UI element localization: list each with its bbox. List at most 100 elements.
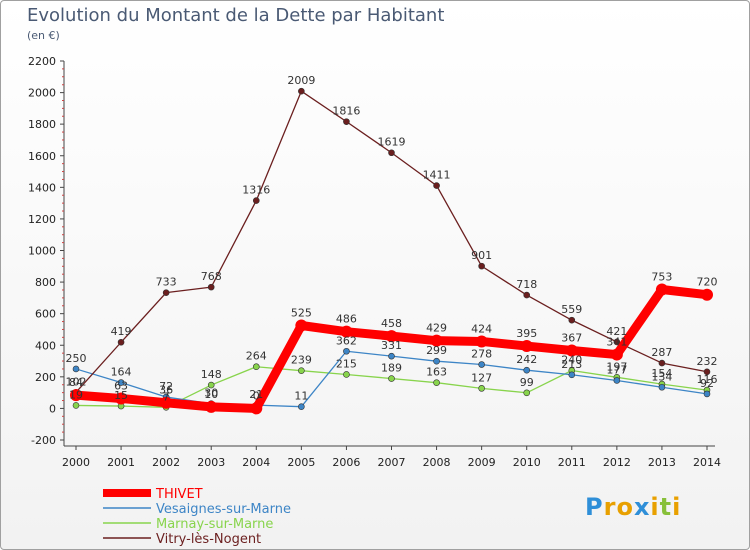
data-label: 63 (114, 379, 128, 392)
x-tick-label: 2007 (378, 456, 406, 469)
legend-label: THIVET (155, 487, 203, 502)
data-point (298, 87, 305, 95)
data-point (433, 182, 440, 189)
data-point (207, 283, 215, 291)
data-label: 127 (471, 371, 492, 384)
data-label: 250 (66, 352, 87, 365)
data-label: 164 (111, 366, 132, 379)
data-label: 429 (426, 322, 447, 335)
data-label: 148 (201, 368, 222, 381)
chart-subtitle: (en €) (27, 29, 60, 42)
x-tick-label: 2000 (62, 456, 90, 469)
data-point (520, 340, 533, 353)
data-point (523, 366, 531, 374)
axes: -200 0 200 400 600 800 1000 1200 1400 1600 1800 200… (28, 55, 721, 469)
y-tick-label: 1800 (28, 118, 56, 131)
data-point (252, 197, 260, 204)
data-point (298, 367, 305, 374)
data-label: 559 (561, 303, 582, 316)
data-point (385, 330, 398, 343)
data-label: 197 (606, 360, 627, 373)
series-lines (70, 87, 713, 415)
data-label: 21 (249, 388, 263, 401)
data-point (205, 400, 218, 413)
data-point (250, 402, 263, 415)
data-point (117, 379, 125, 386)
data-label: 213 (561, 358, 582, 371)
data-point (613, 338, 621, 346)
data-label: 733 (156, 276, 177, 289)
data-point (475, 335, 488, 348)
data-label: 134 (651, 370, 672, 383)
x-tick-label: 2006 (332, 456, 360, 469)
data-point (72, 365, 80, 373)
y-tick-label: -200 (31, 434, 56, 447)
data-point (478, 385, 485, 392)
data-label: 215 (336, 357, 357, 370)
data-label: 341 (606, 336, 627, 349)
data-point (70, 389, 82, 402)
data-label: 264 (246, 350, 267, 363)
data-label: 362 (336, 334, 357, 347)
data-point (568, 371, 576, 379)
data-label: 36 (159, 384, 173, 397)
data-point (703, 368, 711, 376)
data-point (388, 149, 395, 157)
y-tick-label: 600 (35, 308, 56, 321)
data-label: 720 (697, 276, 718, 289)
data-point (523, 291, 531, 299)
data-point (613, 377, 621, 384)
data-point (295, 319, 308, 332)
data-label: 2009 (287, 74, 315, 87)
data-point (658, 383, 666, 391)
x-tick-label: 2010 (513, 456, 541, 469)
x-tick-label: 2001 (107, 456, 135, 469)
data-label: 177 (606, 363, 627, 376)
data-label: 239 (291, 354, 312, 367)
data-point (565, 344, 578, 357)
data-label: 768 (201, 270, 222, 283)
y-tick-label: 800 (35, 276, 56, 289)
data-label: 10 (204, 388, 218, 401)
x-tick-label: 2004 (242, 456, 270, 469)
data-label: 11 (294, 390, 308, 403)
data-label: 242 (516, 353, 537, 366)
data-point (115, 392, 128, 405)
data-point (610, 348, 623, 361)
y-tick-label: 0 (49, 402, 56, 415)
data-point (252, 363, 260, 371)
data-point (655, 283, 668, 296)
x-tick-label: 2009 (468, 456, 496, 469)
data-label: 278 (471, 348, 492, 361)
y-tick-label: 1400 (28, 181, 56, 194)
data-point (298, 403, 305, 410)
data-point (658, 359, 666, 367)
data-label: 1619 (378, 136, 406, 149)
chart-title: Evolution du Montant de la Dette par Hab… (27, 5, 445, 26)
x-tick-label: 2014 (693, 456, 721, 469)
data-label: 419 (111, 325, 132, 338)
data-label: 424 (471, 322, 492, 335)
y-tick-label: 2200 (28, 55, 56, 68)
data-label: 299 (426, 344, 447, 357)
data-label: 154 (651, 367, 672, 380)
data-label: 901 (471, 249, 492, 262)
data-point (430, 334, 443, 347)
data-label: 92 (700, 377, 714, 390)
y-tick-label: 200 (35, 371, 56, 384)
x-tick-label: 2008 (423, 456, 451, 469)
data-label: 15 (114, 389, 128, 402)
data-label: 189 (381, 362, 402, 375)
data-point (701, 288, 713, 301)
data-point (160, 396, 173, 409)
data-point (340, 325, 353, 338)
data-label: 753 (651, 271, 672, 284)
data-label: 458 (381, 317, 402, 330)
data-point (703, 390, 711, 398)
data-label: 84 (69, 376, 83, 389)
data-point (433, 357, 440, 365)
data-label: 421 (606, 325, 627, 338)
